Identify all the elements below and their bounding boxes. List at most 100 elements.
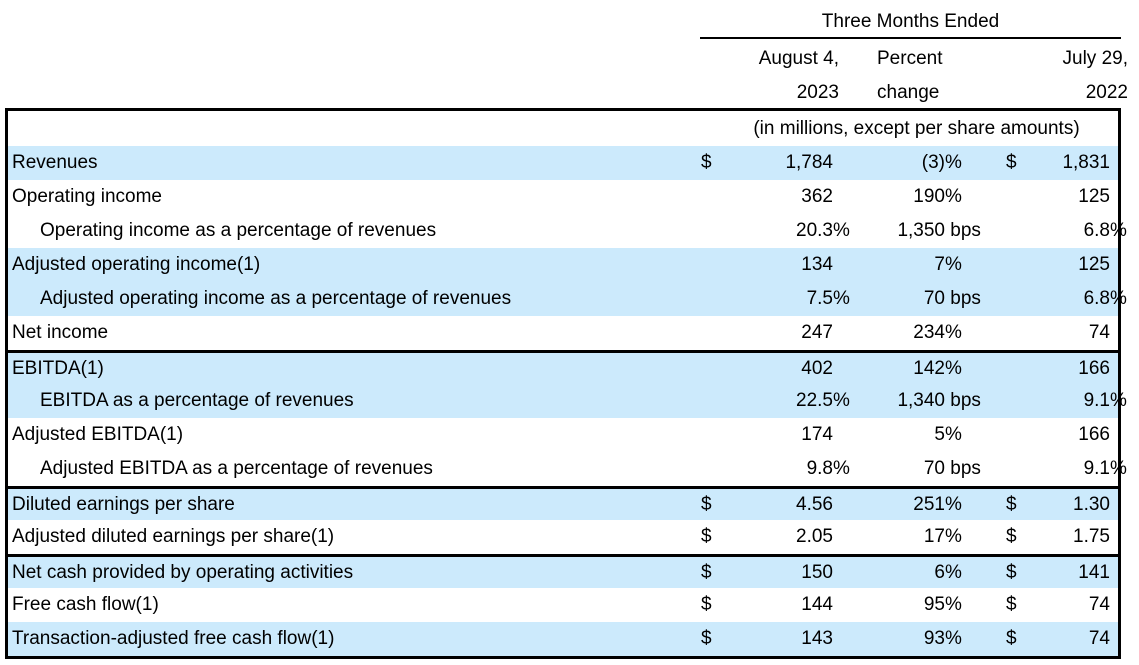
value-current-period-suffix	[833, 424, 845, 446]
column-header-current-period-line2: 2023	[796, 82, 839, 103]
value-prior-period-cell: $ 141	[975, 562, 1118, 584]
value-current-period: 7.5	[806, 288, 833, 309]
value-percent-change-cell: 251 %	[845, 494, 975, 516]
value-percent-change-cell: 5 %	[845, 424, 975, 446]
row-label-cell: Adjusted operating income as a percentag…	[8, 288, 695, 310]
table-row: Free cash flow(1) $ 144 95 % $ 74	[8, 588, 1118, 622]
value-percent-change-suffix: %	[945, 322, 962, 343]
value-percent-change-cell: 17 %	[845, 526, 975, 548]
value-percent-change-suffix: bps	[945, 220, 981, 241]
value-prior-period-suffix	[1110, 322, 1118, 344]
value-prior-period-suffix	[1110, 152, 1118, 174]
value-prior-period-suffix: %	[1110, 390, 1127, 411]
value-current-period: 1,784	[785, 152, 833, 173]
value-current-period-cell: 9.8 %	[695, 458, 850, 480]
value-percent-change-suffix: %	[945, 254, 962, 275]
row-label-cell: Free cash flow(1)	[8, 594, 695, 616]
value-percent-change: 93	[923, 628, 945, 649]
value-percent-change-cell: 142 %	[845, 358, 975, 380]
value-prior-period: 74	[1088, 322, 1110, 343]
value-prior-period: 1.75	[1073, 526, 1110, 547]
table-row: Adjusted diluted earnings per share(1) $…	[8, 520, 1118, 554]
value-prior-period-cell: $ 1.75	[975, 526, 1118, 548]
row-label: Transaction-adjusted free cash flow(1)	[12, 628, 335, 649]
row-label-cell: Net cash provided by operating activitie…	[8, 562, 695, 584]
value-prior-period: 9.1	[1083, 458, 1110, 479]
column-header-current-period-line1: August 4,	[758, 48, 839, 69]
value-percent-change: (3)	[921, 152, 945, 173]
column-header-prior-period-line2: 2022	[1085, 82, 1128, 103]
value-prior-period-suffix: %	[1110, 458, 1127, 479]
table-row: EBITDA as a percentage of revenues 22.5 …	[8, 384, 1127, 418]
value-prior-period: 166	[1078, 357, 1110, 379]
value-percent-change-suffix: %	[945, 526, 962, 547]
row-label: Adjusted EBITDA(1)	[12, 424, 184, 445]
value-percent-change-suffix: %	[945, 493, 962, 515]
dollar-sign: $	[1006, 526, 1017, 547]
table-row: Net income 247 234 % 74	[8, 316, 1118, 350]
value-percent-change-suffix: %	[945, 424, 962, 445]
value-prior-period: 6.8	[1083, 288, 1110, 309]
value-current-period-cell: 402	[695, 358, 845, 380]
dollar-sign: $	[701, 526, 712, 547]
value-prior-period-cell: $ 1.30	[975, 494, 1118, 516]
units-note-row: (in millions, except per share amounts)	[8, 111, 1118, 146]
value-current-period-cell: $ 150	[695, 562, 845, 584]
dollar-sign: $	[701, 561, 712, 583]
row-label: Free cash flow(1)	[12, 594, 159, 615]
value-prior-period-cell: 166	[975, 424, 1118, 446]
value-percent-change-cell: 7 %	[845, 254, 975, 276]
value-prior-period-suffix	[1110, 186, 1118, 208]
row-label-cell: Diluted earnings per share	[8, 494, 695, 516]
table-row: Operating income as a percentage of reve…	[8, 214, 1127, 248]
value-percent-change: 70	[923, 288, 945, 309]
period-header-title: Three Months Ended	[821, 11, 1000, 32]
row-label-cell: EBITDA(1)	[8, 358, 695, 380]
table-row: Net cash provided by operating activitie…	[8, 554, 1118, 588]
value-current-period: 362	[801, 186, 833, 207]
row-label: Adjusted diluted earnings per share(1)	[12, 526, 335, 547]
dollar-sign: $	[701, 594, 712, 615]
value-percent-change-cell: 190 %	[845, 186, 975, 208]
dollar-sign: $	[1006, 594, 1017, 615]
value-prior-period-cell: 74	[975, 322, 1118, 344]
value-prior-period-cell: $ 74	[975, 628, 1118, 650]
table-body: (in millions, except per share amounts) …	[5, 108, 1127, 659]
value-prior-period-suffix	[1110, 358, 1118, 380]
value-prior-period: 166	[1078, 424, 1110, 445]
value-percent-change-cell: 93 %	[845, 628, 975, 650]
value-percent-change-suffix: bps	[945, 288, 981, 309]
value-current-period-suffix	[833, 494, 845, 516]
value-prior-period-suffix	[1110, 494, 1118, 516]
value-percent-change: 5	[934, 424, 945, 445]
value-current-period-cell: $ 143	[695, 628, 845, 650]
row-label: Adjusted operating income as a percentag…	[40, 288, 512, 309]
value-prior-period-cell: 125	[975, 186, 1118, 208]
value-prior-period-cell: 6.8 %	[975, 288, 1127, 310]
value-prior-period-cell: 125	[975, 254, 1118, 276]
value-current-period: 4.56	[796, 493, 833, 515]
column-header-prior-period-line1: July 29,	[1062, 48, 1128, 69]
value-percent-change-cell: 70 bps	[845, 288, 981, 310]
value-percent-change-cell: 1,350 bps	[845, 220, 981, 242]
value-percent-change-suffix: %	[945, 628, 962, 649]
row-label-cell: Adjusted operating income(1)	[8, 254, 695, 276]
value-prior-period: 125	[1078, 254, 1110, 275]
value-current-period: 247	[801, 322, 833, 343]
value-current-period-cell: 22.5 %	[695, 390, 850, 412]
value-percent-change-suffix: %	[945, 357, 962, 379]
dollar-sign: $	[1006, 628, 1017, 649]
value-current-period-suffix	[833, 322, 845, 344]
value-current-period-cell: $ 2.05	[695, 526, 845, 548]
value-current-period-cell: $ 1,784	[695, 152, 845, 174]
table-row: EBITDA(1) 402 142 % 166	[8, 350, 1118, 384]
value-current-period-suffix	[833, 358, 845, 380]
value-current-period-suffix	[833, 594, 845, 616]
value-current-period-cell: 174	[695, 424, 845, 446]
value-current-period-suffix: %	[833, 288, 850, 309]
value-current-period-suffix	[833, 186, 845, 208]
value-prior-period-suffix	[1110, 526, 1118, 548]
table-row: Transaction-adjusted free cash flow(1) $…	[8, 622, 1118, 656]
row-label: Adjusted operating income(1)	[12, 254, 261, 275]
